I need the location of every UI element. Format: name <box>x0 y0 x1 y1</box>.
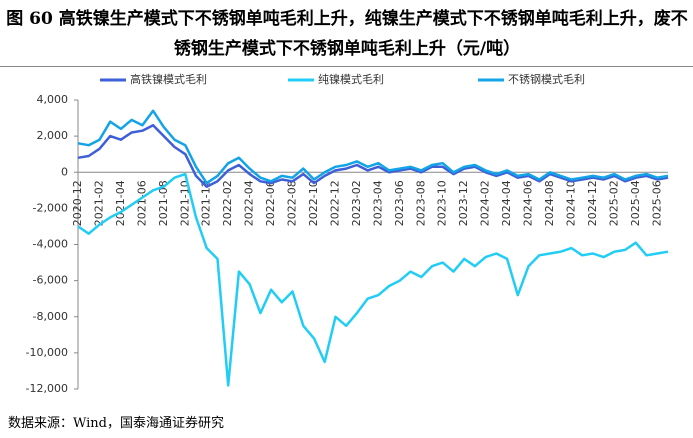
x-tick-label: 2022-04 <box>243 180 256 226</box>
x-tick-label: 2024-06 <box>522 180 535 226</box>
y-tick-label: -2,000 <box>33 201 68 214</box>
x-tick-label: 2022-10 <box>307 180 320 226</box>
x-tick-label: 2023-08 <box>414 180 427 226</box>
x-tick-label: 2021-10 <box>178 180 191 226</box>
y-tick-label: -4,000 <box>33 238 68 251</box>
chart: -12,000-10,000-8,000-6,000-4,000-2,00002… <box>26 72 669 395</box>
y-tick-label: -8,000 <box>33 310 68 323</box>
chart-title: 图 60 高铁镍生产模式下不锈钢单吨毛利上升，纯镍生产模式下不锈钢单吨毛利上升，… <box>6 9 688 59</box>
y-tick-label: 2,000 <box>37 129 69 142</box>
series-line <box>77 124 669 188</box>
series-line <box>77 172 669 387</box>
x-tick-label: 2024-12 <box>586 180 599 226</box>
x-tick-label: 2024-10 <box>564 180 577 226</box>
x-tick-label: 2020-12 <box>71 180 84 226</box>
x-tick-label: 2023-04 <box>371 180 384 226</box>
x-tick-label: 2022-02 <box>221 180 234 226</box>
x-tick-label: 2025-04 <box>629 180 642 226</box>
y-tick-label: -6,000 <box>33 274 68 287</box>
x-tick-label: 2023-02 <box>350 180 363 226</box>
x-tick-label: 2024-08 <box>543 180 556 226</box>
x-tick-label: 2022-08 <box>286 180 299 226</box>
legend-label: 不锈钢模式毛利 <box>508 73 585 86</box>
x-tick-label: 2021-06 <box>135 180 148 226</box>
legend-label: 纯镍模式毛利 <box>318 72 384 86</box>
y-tick-label: 4,000 <box>37 93 69 106</box>
x-tick-label: 2023-10 <box>436 180 449 226</box>
x-tick-label: 2025-06 <box>650 180 663 226</box>
x-tick-label: 2023-06 <box>393 180 406 226</box>
x-tick-label: 2021-02 <box>92 180 105 226</box>
x-tick-label: 2024-02 <box>479 180 492 226</box>
source-note: 数据来源：Wind，国泰海通证券研究 <box>8 416 224 431</box>
x-tick-label: 2021-08 <box>157 180 170 226</box>
x-tick-label: 2024-04 <box>500 180 513 226</box>
title-rule <box>0 66 693 67</box>
series-line <box>77 109 669 185</box>
x-tick-label: 2021-12 <box>200 180 213 226</box>
y-tick-label: -12,000 <box>26 382 68 395</box>
y-tick-label: -10,000 <box>26 346 68 359</box>
x-tick-label: 2025-02 <box>607 180 620 226</box>
legend-label: 高铁镍模式毛利 <box>130 72 207 86</box>
x-tick-label: 2022-12 <box>328 180 341 226</box>
y-tick-label: 0 <box>61 165 68 178</box>
x-tick-label: 2021-04 <box>114 180 127 226</box>
x-tick-label: 2022-06 <box>264 180 277 226</box>
x-tick-label: 2023-12 <box>457 180 470 226</box>
